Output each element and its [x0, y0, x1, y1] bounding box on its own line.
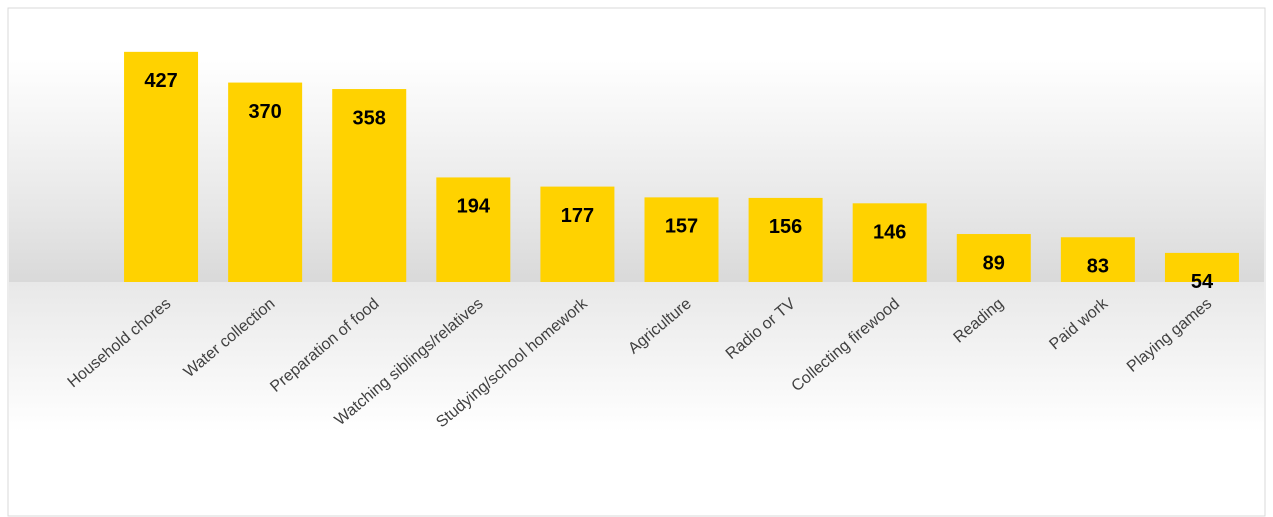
value-label: 54: [1191, 271, 1214, 293]
value-label: 157: [665, 216, 698, 238]
bar: [644, 197, 719, 282]
bar: [436, 177, 511, 282]
value-label: 370: [248, 101, 281, 123]
bar: [748, 197, 823, 282]
backdrop: [9, 60, 1264, 282]
value-label: 194: [457, 196, 491, 218]
value-label: 156: [769, 216, 802, 238]
value-label: 83: [1087, 256, 1109, 278]
bar: [540, 186, 615, 282]
value-label: 89: [983, 252, 1005, 274]
bar: [1060, 237, 1135, 282]
value-label: 177: [561, 205, 594, 227]
value-label: 358: [353, 107, 386, 129]
bar: [124, 51, 199, 282]
bar: [332, 89, 407, 283]
value-label: 427: [144, 70, 177, 92]
bar: [852, 203, 927, 282]
value-label: 146: [873, 222, 906, 244]
bar: [228, 82, 303, 282]
floor: [9, 282, 1264, 432]
bar: [1164, 252, 1239, 282]
bar: [956, 234, 1031, 282]
